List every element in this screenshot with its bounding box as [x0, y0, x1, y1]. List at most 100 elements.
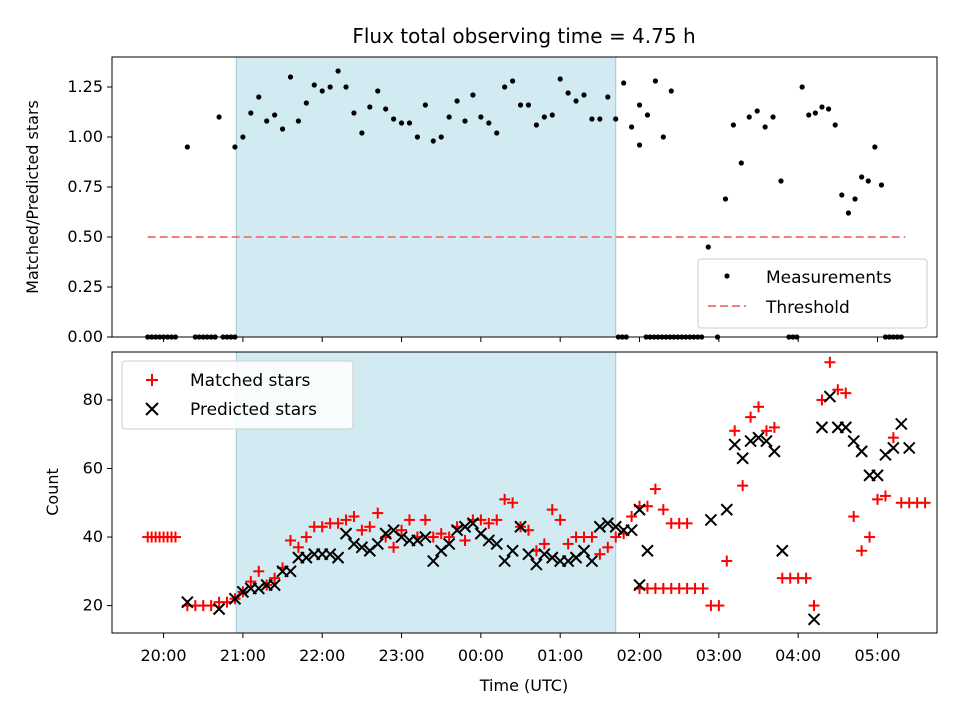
measurement-point [754, 108, 760, 114]
measurement-point [825, 106, 832, 112]
predicted-star-point [355, 541, 369, 554]
top-legend: Measurements Threshold [697, 258, 928, 329]
measurement-point [859, 174, 865, 180]
matched-star-point [887, 432, 899, 444]
matched-star-point [300, 531, 312, 543]
matched-star-point [396, 524, 408, 536]
matched-star-point [538, 538, 550, 550]
matched-star-point [562, 538, 574, 550]
predicted-star-point [212, 602, 226, 616]
bottom-plot-area [142, 356, 931, 626]
measurement-point [778, 178, 784, 184]
matched-star-point [499, 493, 511, 505]
predicted-star-point [482, 534, 496, 547]
top-y-tick-label: 0.50 [67, 227, 103, 246]
matched-star-point [626, 510, 638, 522]
predicted-star-point [633, 578, 646, 592]
measurement-point [581, 92, 587, 98]
bottom-axes-frame [111, 351, 938, 634]
matched-star-point [848, 510, 860, 522]
predicted-star-point [720, 503, 733, 516]
matched-star-point [340, 514, 352, 526]
measurement-point [486, 120, 492, 126]
measurement-point [806, 112, 812, 118]
predicted-star-point [577, 544, 591, 557]
measurement-point [621, 80, 627, 86]
matched-star-point [872, 493, 884, 505]
predicted-star-point [855, 445, 868, 458]
measurement-point [319, 88, 325, 94]
measurement-point [414, 134, 421, 140]
measurement-point [636, 142, 643, 148]
x-tick-label: 22:00 [299, 646, 345, 665]
measurement-point [454, 98, 460, 104]
measurement-point [438, 134, 444, 140]
matched-star-point [729, 425, 741, 437]
top-y-tick-label: 0.00 [67, 327, 103, 346]
x-tick-label: 00:00 [458, 646, 504, 665]
measurement-point [248, 110, 254, 116]
matched-star-point [768, 421, 780, 433]
matched-star-point [292, 541, 304, 553]
measurement-point [549, 112, 555, 118]
predicted-star-point [593, 520, 607, 533]
predicted-star-point [625, 523, 638, 537]
measurement-point [311, 82, 317, 88]
measurement-point [367, 104, 373, 110]
measurement-point [502, 84, 508, 90]
matched-star-point [697, 582, 709, 594]
matched-star-point [364, 521, 376, 533]
measurement-point [462, 118, 468, 124]
measurement-point [573, 98, 579, 104]
measurement-point [383, 106, 389, 112]
predicted-star-point [538, 547, 551, 561]
predicted-star-point [300, 551, 313, 564]
measurement-point [335, 68, 341, 74]
measurement-point [359, 130, 365, 136]
predicted-star-point [506, 544, 519, 557]
matched-star-point [491, 514, 503, 526]
matched-star-point [253, 565, 265, 577]
measurement-point [391, 116, 397, 122]
measurement-point [430, 138, 436, 144]
measurement-point [839, 192, 845, 198]
measurement-point [613, 116, 619, 122]
predicted-star-point [331, 551, 345, 564]
measurement-point [636, 102, 643, 108]
predicted-star-point [585, 554, 599, 568]
measurement-point [533, 122, 539, 128]
predicted-star-point [704, 513, 718, 527]
predicted-star-point [760, 434, 773, 448]
measurement-point [705, 244, 711, 250]
measurement-point [295, 118, 302, 124]
predicted-star-point [847, 434, 860, 448]
predicted-star-point [268, 578, 281, 592]
measurement-point [878, 182, 885, 188]
predicted-star-point [546, 551, 559, 564]
predicted-star-point [466, 517, 480, 530]
measurement-point [525, 102, 532, 108]
measurement-point [232, 144, 238, 150]
predicted-star-point [339, 527, 353, 540]
top-y-tick-label: 0.25 [67, 277, 103, 296]
predicted-star-point [776, 544, 789, 557]
measurement-point [256, 94, 262, 100]
predicted-star-point [768, 445, 781, 458]
measurement-point [478, 114, 484, 120]
predicted-star-point [736, 452, 749, 465]
measurement-point [541, 114, 547, 120]
predicted-star-point [601, 517, 615, 530]
predicted-star-point [895, 417, 908, 431]
measurement-point [406, 120, 413, 126]
predicted-star-point [609, 520, 622, 533]
measurement-point [327, 84, 333, 90]
matched-star-point [919, 497, 931, 509]
top-axes: 0.00 0.25 0.50 0.75 1.00 1.25 [67, 77, 879, 346]
measurement-point [343, 84, 349, 90]
matched-star-point [348, 510, 360, 522]
matched-star-point [554, 514, 566, 526]
predicted-star-point [807, 613, 821, 626]
predicted-star-point [411, 534, 424, 547]
top-y-tick-label: 0.75 [67, 177, 103, 196]
predicted-star-point [903, 441, 916, 455]
